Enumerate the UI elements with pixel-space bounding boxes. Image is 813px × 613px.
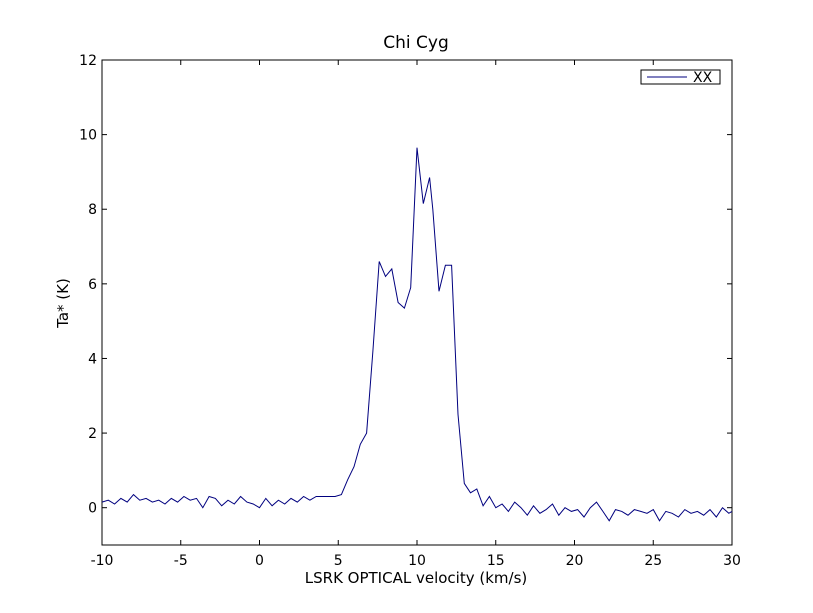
chart-title: Chi Cyg bbox=[383, 33, 449, 53]
x-tick-label: -10 bbox=[91, 553, 114, 569]
y-tick-label: 4 bbox=[88, 351, 97, 367]
y-tick-label: 2 bbox=[88, 426, 97, 442]
y-tick-label: 12 bbox=[79, 53, 97, 69]
x-tick-label: 10 bbox=[408, 553, 426, 569]
x-tick-label: 0 bbox=[255, 553, 264, 569]
legend-label-xx: XX bbox=[693, 70, 713, 86]
x-tick-label: 5 bbox=[334, 553, 343, 569]
x-axis: -10 -5 0 5 10 15 20 25 30 bbox=[91, 60, 741, 569]
y-tick-label: 10 bbox=[79, 128, 97, 144]
y-tick-label: 0 bbox=[88, 501, 97, 517]
x-tick-label: -5 bbox=[174, 553, 188, 569]
y-axis: 0 2 4 6 8 10 12 bbox=[79, 53, 732, 517]
x-tick-label: 15 bbox=[487, 553, 505, 569]
series-line-xx bbox=[101, 147, 733, 522]
y-tick-label: 8 bbox=[88, 202, 97, 218]
x-tick-label: 20 bbox=[566, 553, 584, 569]
x-tick-label: 30 bbox=[723, 553, 741, 569]
x-axis-label: LSRK OPTICAL velocity (km/s) bbox=[305, 569, 527, 587]
y-axis-label: Ta* (K) bbox=[54, 278, 72, 329]
y-tick-label: 6 bbox=[88, 277, 97, 293]
legend: XX bbox=[640, 69, 721, 86]
x-tick-label: 25 bbox=[644, 553, 662, 569]
